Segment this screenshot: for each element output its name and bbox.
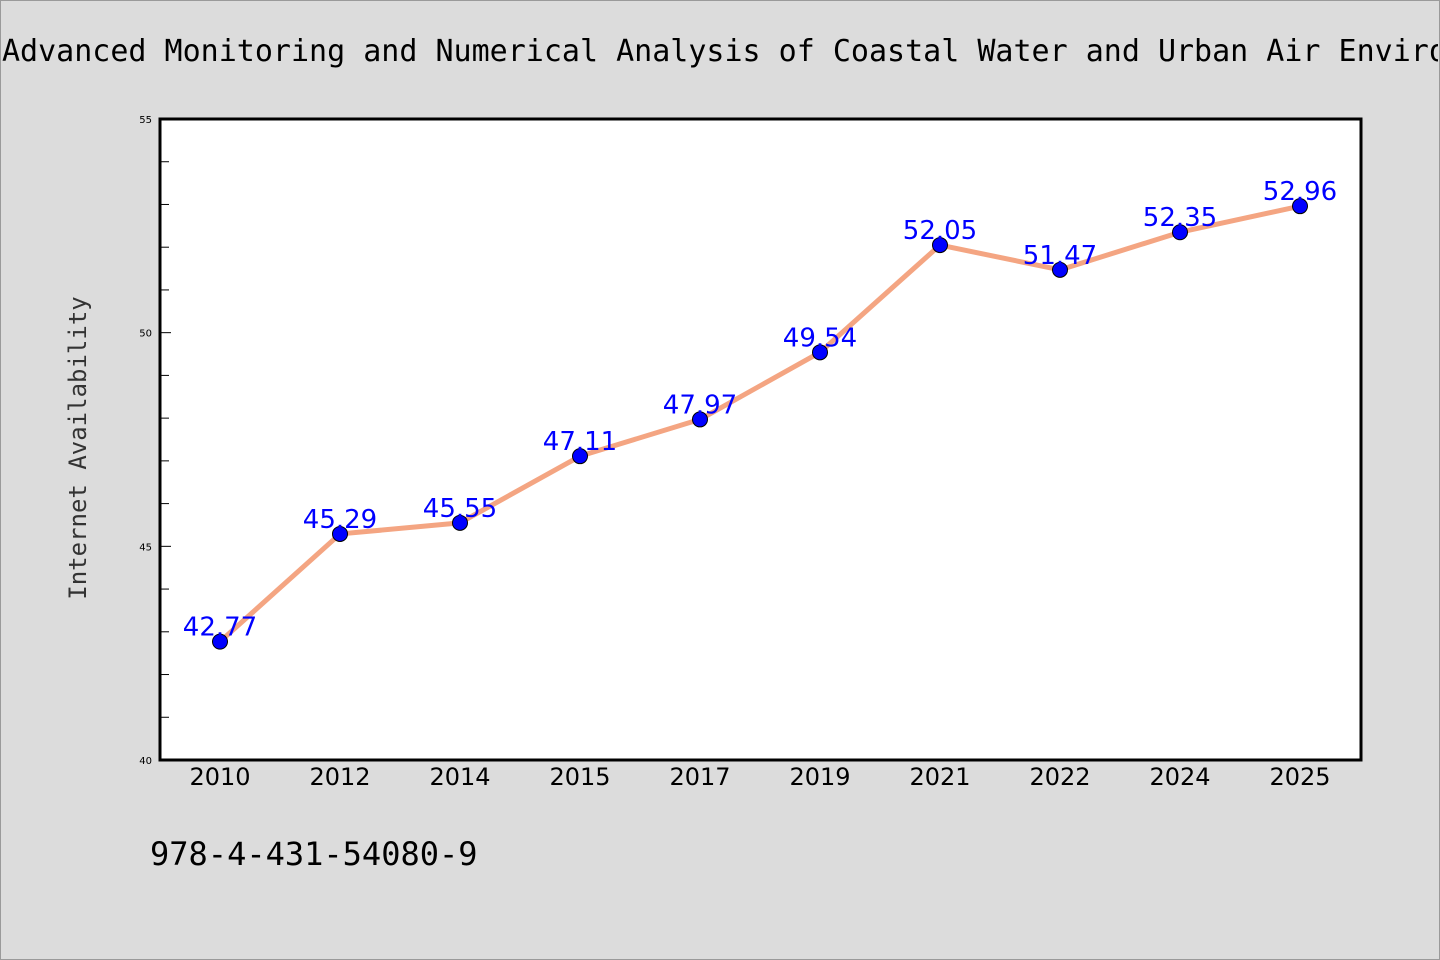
x-tick-label: 2010 — [189, 763, 250, 791]
plot-area — [158, 117, 1363, 762]
x-tick-label: 2017 — [669, 763, 730, 791]
x-tick-label: 2024 — [1149, 763, 1210, 791]
x-tick-label: 2022 — [1029, 763, 1090, 791]
data-point — [212, 633, 228, 650]
data-point — [932, 237, 948, 254]
data-point — [572, 448, 588, 465]
data-label: 45.29 — [303, 505, 377, 535]
data-markers — [212, 198, 1308, 650]
data-labels: 42.77 45.29 45.55 47.11 47.97 49.54 52.05 51.47… — [183, 177, 1337, 642]
y-tick-label: 45 — [139, 542, 152, 553]
x-tick-label: 2021 — [909, 763, 970, 791]
x-tick-label: 2015 — [549, 763, 610, 791]
chart-title: Advanced Monitoring and Numerical Analys… — [2, 34, 1438, 69]
y-tick-label: 40 — [139, 756, 152, 767]
data-label: 52.05 — [903, 216, 977, 246]
x-tick-label: 2012 — [309, 763, 370, 791]
data-point — [692, 411, 708, 428]
data-label: 52.96 — [1263, 177, 1337, 207]
data-point — [332, 525, 348, 542]
data-label: 51.47 — [1023, 241, 1097, 271]
isbn-text: 978-4-431-54080-9 — [150, 835, 478, 873]
data-point — [812, 344, 828, 361]
data-point — [1292, 198, 1308, 215]
data-label: 49.54 — [783, 323, 857, 353]
data-point — [1172, 224, 1188, 241]
y-tick-label: 55 — [139, 115, 152, 126]
y-minor-ticks — [159, 161, 171, 718]
x-tick-label: 2025 — [1269, 763, 1330, 791]
x-tick-labels: 2010 2012 2014 2015 2017 2019 2021 2022 2024 2025 — [189, 763, 1330, 791]
data-label: 45.55 — [423, 494, 497, 524]
x-tick-label: 2014 — [429, 763, 490, 791]
y-tick-label: 50 — [139, 329, 152, 340]
data-label: 52.35 — [1143, 203, 1217, 233]
data-label: 47.11 — [543, 427, 617, 457]
data-label: 42.77 — [183, 613, 257, 643]
series-line-group — [217, 203, 1303, 645]
y-axis-label: Internet Availability — [64, 296, 92, 599]
data-point — [1052, 261, 1068, 278]
data-label: 47.97 — [663, 390, 737, 420]
x-tick-label: 2019 — [789, 763, 850, 791]
y-tick-labels: 40 45 50 55 — [139, 115, 152, 767]
series-line — [217, 203, 1303, 645]
data-point — [452, 514, 468, 531]
